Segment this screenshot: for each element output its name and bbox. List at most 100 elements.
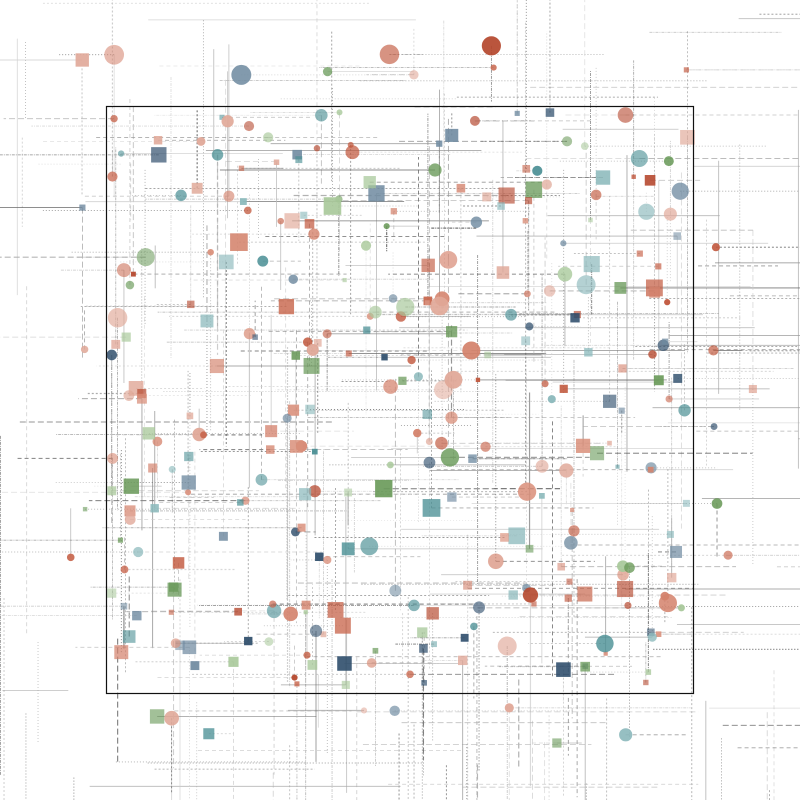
square: [522, 164, 531, 173]
square: [168, 582, 179, 592]
square: [341, 542, 355, 556]
dot: [123, 390, 135, 401]
square: [580, 661, 591, 672]
square: [218, 254, 234, 270]
dot: [303, 651, 311, 659]
dot: [708, 345, 719, 356]
dot: [490, 64, 497, 71]
dot: [407, 355, 416, 365]
square: [219, 114, 225, 120]
dot: [136, 248, 155, 267]
dot: [481, 36, 501, 56]
square: [666, 530, 674, 538]
dot: [196, 136, 206, 146]
shape-layer: [66, 36, 757, 748]
dot: [535, 459, 549, 473]
dot: [116, 263, 131, 278]
square: [514, 110, 520, 116]
square: [148, 463, 158, 473]
square: [287, 404, 300, 416]
dot: [185, 489, 192, 496]
square: [521, 336, 531, 346]
dot: [306, 343, 319, 356]
square: [669, 545, 683, 558]
dot: [168, 465, 176, 473]
dot: [505, 308, 517, 321]
dot: [543, 285, 556, 297]
dot: [497, 636, 517, 656]
dot: [221, 115, 234, 128]
square: [172, 557, 185, 569]
dot: [561, 136, 573, 147]
dot: [243, 328, 256, 340]
square: [417, 627, 428, 638]
dot: [255, 473, 268, 486]
square: [445, 128, 459, 142]
square: [200, 314, 214, 328]
square: [237, 499, 244, 506]
square: [337, 656, 352, 671]
dot: [223, 190, 235, 202]
dot: [423, 456, 436, 469]
square: [107, 588, 117, 598]
square: [575, 438, 591, 453]
square: [683, 67, 689, 73]
dot: [648, 350, 657, 359]
square: [647, 466, 654, 473]
square: [588, 217, 593, 223]
square: [557, 562, 566, 571]
square: [323, 197, 342, 215]
dot: [480, 441, 491, 452]
square: [117, 537, 124, 543]
dot: [678, 404, 691, 417]
square: [121, 332, 131, 342]
square: [662, 338, 669, 345]
square: [460, 633, 469, 642]
square: [168, 609, 174, 615]
dot: [517, 482, 537, 501]
dot: [336, 109, 343, 116]
square: [292, 149, 302, 160]
square: [209, 358, 224, 374]
square: [375, 479, 393, 498]
dot: [541, 179, 552, 190]
dot: [638, 203, 655, 220]
square: [484, 351, 492, 359]
dot: [107, 452, 119, 464]
dot: [564, 536, 578, 550]
dot: [164, 710, 179, 726]
square: [239, 198, 247, 205]
square: [153, 136, 163, 145]
dot: [406, 670, 414, 679]
square: [182, 640, 197, 655]
dot: [473, 601, 486, 614]
square: [320, 631, 327, 638]
dot: [107, 308, 128, 328]
square: [603, 651, 608, 656]
dot: [379, 44, 400, 65]
square: [615, 464, 620, 469]
dot: [413, 372, 423, 382]
square: [284, 213, 300, 229]
square: [748, 384, 757, 394]
dot: [434, 380, 453, 400]
square: [304, 218, 315, 229]
dot: [389, 584, 402, 597]
square: [570, 313, 580, 323]
square: [577, 586, 593, 602]
square: [334, 617, 351, 634]
square: [463, 580, 473, 590]
square: [132, 610, 142, 621]
dot: [677, 604, 685, 612]
square: [238, 165, 245, 172]
square: [149, 709, 165, 724]
dot: [360, 240, 372, 251]
square: [137, 388, 147, 399]
square: [315, 552, 324, 562]
square: [564, 594, 572, 602]
square: [107, 486, 117, 496]
square: [618, 364, 627, 373]
dot: [462, 341, 481, 360]
square: [381, 354, 388, 361]
square: [645, 669, 652, 675]
